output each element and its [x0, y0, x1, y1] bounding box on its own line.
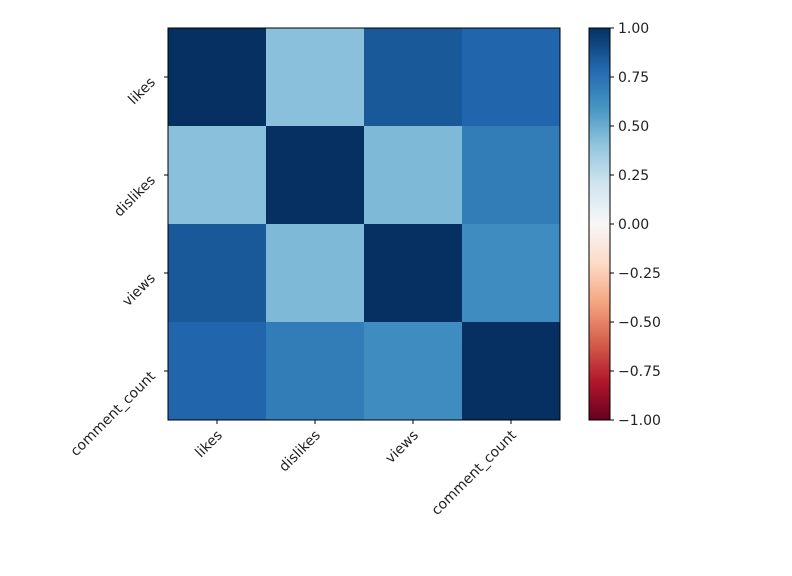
heatmap-cell [168, 126, 266, 224]
x-tick-label: comment_count [429, 427, 521, 519]
y-tick-label: comment_count [68, 368, 160, 460]
heatmap-cell [168, 224, 266, 322]
heatmap-cell [462, 28, 560, 126]
heatmap-cell [168, 28, 266, 126]
colorbar-tick-label: 0.25 [618, 168, 649, 184]
colorbar-tick-label: 0.75 [618, 70, 649, 86]
heatmap-cell [266, 28, 364, 126]
x-axis-ticks: likes dislikes views comment_count [192, 420, 520, 519]
y-tick-label: views [120, 271, 159, 310]
colorbar-tick-label: 1.00 [618, 21, 649, 37]
colorbar [588, 27, 611, 421]
heatmap-cell [364, 28, 462, 126]
heatmap-cell [462, 126, 560, 224]
heatmap-cell [266, 224, 364, 322]
colorbar-ticks: 1.00 0.75 0.50 0.25 0.00 −0.25 −0.50 −0.75 −1.00 [610, 21, 661, 429]
x-tick-label: views [383, 428, 422, 467]
colorbar-tick-label: −0.75 [618, 364, 661, 380]
colorbar-tick-label: −1.00 [618, 413, 661, 429]
colorbar-tick-label: 0.00 [618, 217, 649, 233]
heatmap-cells [168, 28, 560, 420]
heatmap-cell [266, 126, 364, 224]
heatmap-cell [364, 224, 462, 322]
heatmap-cell [462, 224, 560, 322]
colorbar-tick-label: −0.50 [618, 315, 661, 331]
heatmap-cell [462, 322, 560, 420]
x-tick-label: dislikes [276, 428, 324, 476]
colorbar-tick-label: −0.25 [618, 266, 661, 282]
heatmap-cell [168, 322, 266, 420]
colorbar-tick-label: 0.50 [618, 119, 649, 135]
heatmap-frame [167, 27, 561, 421]
x-tick-label: likes [192, 428, 225, 461]
y-tick-label: dislikes [111, 173, 159, 221]
heatmap-cell [364, 126, 462, 224]
y-axis-ticks: likes dislikes views comment_count [68, 75, 168, 460]
y-tick-label: likes [125, 75, 158, 108]
heatmap-cell [266, 322, 364, 420]
heatmap-cell [364, 322, 462, 420]
